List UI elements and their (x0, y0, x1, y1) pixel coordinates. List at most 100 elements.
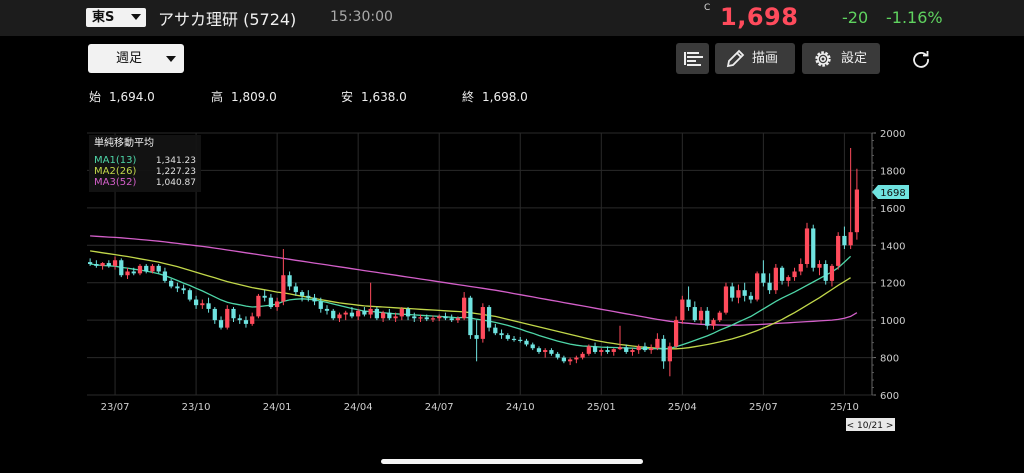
ohlc-close-value: 1,698.0 (482, 90, 528, 104)
candle-body (761, 273, 766, 283)
x-tick-label: 24/07 (425, 402, 454, 413)
candle-body (518, 339, 523, 341)
candle-body (299, 292, 305, 296)
ohlc-high-value: 1,809.0 (231, 90, 277, 104)
candle-body (599, 350, 604, 352)
candle-body (804, 228, 810, 264)
ma-legend: 単純移動平均 MA1(13) 1,341.23 MA2(26) 1,227.23… (89, 135, 201, 192)
candle-body (649, 348, 654, 351)
x-tick-label: 25/10 (830, 402, 859, 413)
candle-body (811, 228, 816, 268)
candle-body (755, 273, 760, 300)
candle-body (437, 316, 442, 319)
candle-body (94, 264, 99, 266)
candle-body (586, 346, 591, 354)
y-tick-label: 1000 (880, 316, 905, 327)
candle-body (673, 320, 679, 347)
draw-button[interactable]: 描画 (715, 43, 795, 74)
x-tick-label: 23/10 (182, 402, 211, 413)
draw-label: 描画 (752, 51, 779, 66)
settings-button[interactable]: 設定 (802, 43, 880, 74)
candle-body (736, 290, 741, 298)
candle-body (237, 318, 242, 321)
candle-body (250, 316, 255, 324)
candle-body (181, 288, 186, 291)
candle-body (443, 316, 448, 319)
candle-body (156, 265, 161, 272)
candle-body (218, 320, 224, 328)
legend-ma1-value: 1,341.23 (156, 156, 196, 166)
candle-body (331, 310, 336, 319)
candle-body (374, 308, 379, 319)
y-tick-label: 800 (880, 354, 899, 365)
y-tick-label: 1800 (880, 166, 905, 177)
candle-body (131, 271, 136, 274)
ohlc-open-key: 始 (89, 90, 102, 104)
candle-body (206, 303, 211, 309)
exchange-select[interactable]: 東S (86, 8, 146, 27)
candle-body (362, 310, 367, 315)
candle-body (779, 267, 785, 281)
candle-body (705, 310, 710, 326)
candle-body (393, 316, 398, 319)
candle-body (611, 349, 616, 352)
home-indicator[interactable] (381, 459, 643, 464)
candle-body (698, 310, 704, 321)
ohlc-close-key: 終 (462, 90, 475, 104)
candle-body (324, 308, 330, 311)
refresh-icon[interactable] (910, 48, 932, 70)
exchange-label: 東S (92, 10, 115, 25)
candle-body (125, 271, 130, 276)
candle-body (162, 271, 168, 281)
candle-body (212, 308, 217, 321)
candle-body (100, 263, 105, 266)
ohlc-low-key: 安 (341, 90, 354, 104)
ohlc-low: 安 1,638.0 (341, 88, 407, 105)
indicator-list-button[interactable] (676, 43, 709, 74)
candle-body (387, 312, 392, 319)
y-tick-label: 600 (880, 391, 899, 402)
gear-icon (815, 51, 831, 67)
x-tick-label: 24/10 (506, 402, 535, 413)
candle-body (723, 286, 729, 313)
x-tick-label: 25/07 (749, 402, 778, 413)
candle-body (468, 297, 473, 336)
candle-body (505, 335, 510, 339)
candle-body (231, 308, 236, 319)
candle-body (144, 265, 149, 272)
candle-body (462, 297, 467, 319)
candle-body (555, 353, 560, 358)
candle-body (692, 307, 697, 321)
candle-body (742, 290, 747, 296)
ohlc-open-value: 1,694.0 (109, 90, 155, 104)
candle-body (287, 275, 292, 287)
candle-body (854, 189, 860, 233)
candle-body (106, 263, 111, 266)
candle-body (561, 357, 567, 362)
candle-body (580, 353, 585, 358)
candle-body (530, 344, 535, 349)
legend-ma2-name: MA2(26) (94, 166, 136, 177)
period-select[interactable]: 週足 (88, 44, 184, 73)
candle-body (624, 347, 629, 352)
price-chart[interactable]: 600 800 1000 1200 1400 1600 1800 2000 23/07 23/10… (0, 128, 1024, 433)
candle-body (368, 308, 373, 315)
candle-body (711, 320, 716, 326)
ma3-line (90, 235, 858, 326)
candle-body (630, 350, 635, 352)
candle-body (356, 310, 361, 317)
candle-body (418, 317, 423, 319)
price-flag: C (704, 3, 711, 13)
candle-body (836, 235, 841, 266)
candle-body (175, 286, 180, 289)
candle-body (449, 318, 454, 321)
candle-body (636, 346, 641, 351)
ohlc-high: 高 1,809.0 (211, 88, 277, 105)
price-change-percent: -1.16% (886, 8, 943, 27)
ohlc-close: 終 1,698.0 (462, 88, 528, 105)
candle-body (225, 308, 230, 328)
current-price-label: 1698 (880, 188, 905, 199)
candle-body (412, 316, 417, 319)
candle-body (312, 297, 317, 302)
candle-body (605, 350, 610, 352)
